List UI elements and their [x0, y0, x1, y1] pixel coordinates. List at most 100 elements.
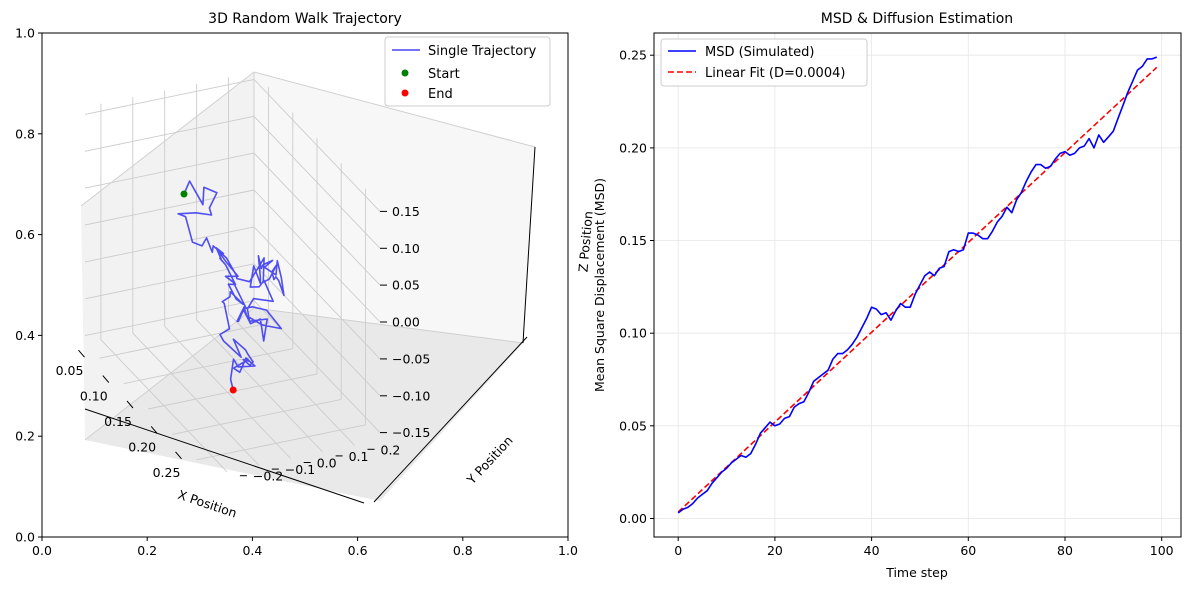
y-tick-label-3d: −0.2: [253, 469, 283, 484]
grid-z-back: [253, 300, 381, 433]
legend-start-swatch: [401, 69, 409, 77]
background-y-tick-label: 0.6: [15, 227, 35, 242]
background-x-tick-label: 0.2: [137, 543, 157, 558]
background-y-tick-label: 1.0: [15, 26, 35, 41]
y-axis-line-3d: [373, 336, 528, 503]
background-y-tick-label: 0.4: [15, 328, 35, 343]
background-y-tick-label: 0.0: [15, 530, 35, 545]
msd-x-tick-label: 60: [960, 543, 976, 558]
background-x-tick-label: 0.8: [453, 543, 473, 558]
start-marker: [180, 190, 188, 198]
legend-msd-box: [660, 38, 868, 87]
z-tick-label-3d: −0.05: [392, 351, 430, 366]
x-tick-3d: [102, 375, 110, 383]
legend-msd: MSD (Simulated) Linear Fit (D=0.0004): [660, 38, 868, 87]
chart-title-3d: 3D Random Walk Trajectory: [208, 11, 402, 27]
msd-x-tick-label: 20: [767, 543, 783, 558]
msd-y-tick-label: 0.15: [619, 233, 647, 248]
x-ticks-3d: 0.05 0.10 0.15 0.20 0.25: [56, 349, 182, 480]
x-tick-3d: [175, 451, 182, 460]
y-tick-label-3d: 0.1: [349, 449, 369, 464]
legend-msd-simulated-label: MSD (Simulated): [705, 45, 814, 60]
msd-x-axis-label: Time step: [885, 565, 948, 580]
msd-y-axis-label: Mean Square Displacement (MSD): [592, 178, 607, 392]
background-x-tick-label: 0.4: [242, 543, 262, 558]
msd-simulated-line: [677, 56, 1158, 514]
grid-y-floor: [228, 312, 355, 446]
msd-y-ticks: 0.00 0.05 0.10 0.15 0.20 0.25: [619, 48, 654, 526]
legend-3d-box: [384, 36, 551, 107]
background-y-ticks: 0.0 0.2 0.4 0.6 0.8 1.0: [15, 26, 42, 545]
x-tick-label-3d: 0.25: [153, 465, 181, 480]
x-tick-3d: [126, 400, 134, 409]
msd-x-ticks: 0 20 40 60 80 100: [674, 537, 1174, 558]
background-x-ticks: 0.0 0.2 0.4 0.6 0.8 1.0: [32, 537, 578, 558]
msd-y-tick-label: 0.25: [619, 48, 647, 63]
legend-linear-fit-label: Linear Fit (D=0.0004): [705, 66, 845, 81]
grid-z-left: [84, 189, 255, 226]
z-tick-label-3d: −0.15: [392, 425, 430, 440]
x-axis-line-3d: [84, 408, 365, 504]
msd-y-tick-label: 0.00: [619, 511, 647, 526]
y-ticks-3d: −0.2 −0.1 0.0 0.1 0.2: [239, 442, 401, 484]
legend-trajectory-label: Single Trajectory: [428, 44, 537, 59]
background-y-tick-label: 0.2: [15, 429, 35, 444]
x-tick-label-3d: 0.20: [128, 439, 156, 454]
grid-x-floor: [172, 398, 342, 435]
grid-z-left: [84, 115, 255, 152]
grid-z-back: [253, 115, 381, 249]
pane-back-yz: [81, 72, 254, 440]
y-tick-label-3d: −0.1: [285, 462, 315, 477]
grid-x-floor: [123, 348, 293, 385]
grid-y-floor: [132, 332, 260, 466]
grid-z-left: [84, 263, 255, 300]
z-axis-label-3d: Z Position: [575, 210, 595, 272]
z-tick-label-3d: 0.10: [392, 241, 420, 256]
end-marker: [229, 386, 237, 394]
z-tick-label-3d: 0.00: [392, 315, 420, 330]
grid-y-floor: [196, 319, 323, 453]
y-tick-label-3d: 0.0: [317, 456, 337, 471]
msd-y-tick-label: 0.20: [619, 140, 647, 155]
legend-end-label: End: [428, 87, 453, 102]
background-x-tick-label: 0.6: [348, 543, 368, 558]
msd-x-tick-label: 0: [674, 543, 682, 558]
msd-y-tick-label: 0.05: [619, 418, 647, 433]
legend-start-label: Start: [428, 67, 460, 82]
plot-3d-random-walk: 3D Random Walk Trajectory 0.0 0.2 0.4 0.6 0.…: [15, 11, 596, 558]
grid-z-back: [253, 79, 381, 212]
x-tick-label-3d: 0.05: [56, 363, 84, 378]
grid-x-floor: [99, 322, 269, 359]
trajectory-line: [177, 180, 285, 391]
grid-z-back: [253, 263, 381, 397]
z-tick-label-3d: 0.15: [392, 204, 420, 219]
z-axis-line-3d: [522, 146, 536, 344]
y-tick-label-3d: 0.2: [381, 442, 401, 457]
grid-z-back: [253, 152, 381, 286]
grid-z-left: [84, 300, 255, 337]
legend-3d: Single Trajectory Start End: [384, 36, 551, 107]
plot-msd: MSD & Diffusion Estimation 0 20 40 60 80 100 …: [592, 11, 1182, 580]
background-x-tick-label: 0.0: [32, 543, 52, 558]
legend-end-swatch: [401, 89, 409, 97]
msd-x-tick-label: 40: [864, 543, 880, 558]
chart-title-msd: MSD & Diffusion Estimation: [821, 11, 1013, 27]
x-tick-label-3d: 0.10: [80, 389, 108, 404]
x-tick-label-3d: 0.15: [104, 414, 132, 429]
grid-z-left: [84, 152, 255, 189]
grid-x-floor: [196, 424, 366, 461]
background-y-tick-label: 0.8: [15, 126, 35, 141]
z-ticks-3d: 0.15 0.10 0.05 0.00 −0.05 −0.10 −0.15: [380, 204, 430, 440]
z-tick-label-3d: −0.10: [392, 388, 430, 403]
background-x-tick-label: 1.0: [558, 543, 578, 558]
pane-floor-xy: [85, 308, 523, 501]
grid-z-back: [253, 189, 381, 323]
grid-z-left: [84, 78, 255, 115]
msd-y-tick-label: 0.10: [619, 326, 647, 341]
grid-y-floor: [164, 326, 292, 459]
x-tick-3d: [150, 426, 158, 434]
pane-back-xz: [254, 72, 535, 343]
grid-z-left: [84, 226, 255, 263]
background-axes-frame: [41, 32, 569, 538]
